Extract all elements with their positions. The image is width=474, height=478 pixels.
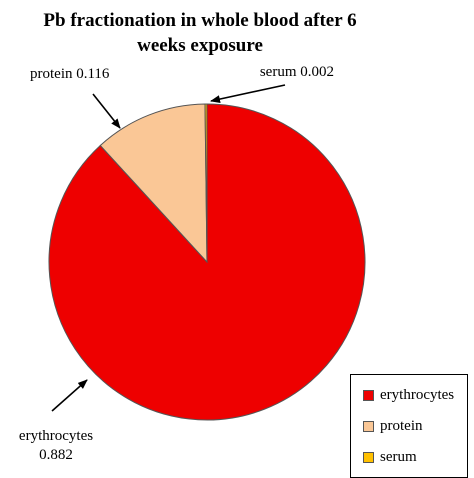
data-label-erythrocytes-2: 0.882 bbox=[39, 447, 73, 463]
pie-slice-serum bbox=[204, 103, 208, 263]
pie-slice-protein bbox=[99, 103, 208, 264]
legend-swatch-erythrocytes bbox=[363, 389, 374, 401]
data-label-erythrocytes-1: erythrocytes bbox=[19, 428, 93, 444]
legend-label-erythrocytes: erythrocytes bbox=[380, 386, 455, 403]
leader-arrow-erythrocytes bbox=[51, 379, 88, 412]
legend-item-erythrocytes: erythrocytes bbox=[363, 385, 454, 405]
chart-title: Pb fractionation in whole blood after 6 … bbox=[43, 10, 357, 56]
legend-item-protein: protein bbox=[363, 416, 423, 436]
legend-label-protein: protein bbox=[380, 417, 423, 434]
leader-arrow-serum bbox=[210, 84, 286, 104]
legend-item-serum: serum bbox=[363, 447, 417, 467]
legend-swatch-protein bbox=[363, 420, 374, 432]
legend-label-serum: serum bbox=[380, 448, 417, 465]
data-label-protein: protein 0.116 bbox=[30, 66, 110, 82]
leader-arrow-protein bbox=[92, 93, 121, 129]
legend-swatch-serum bbox=[363, 451, 374, 463]
data-label-serum: serum 0.002 bbox=[260, 64, 334, 80]
chart-legend: erythrocytes protein serum bbox=[350, 374, 468, 478]
